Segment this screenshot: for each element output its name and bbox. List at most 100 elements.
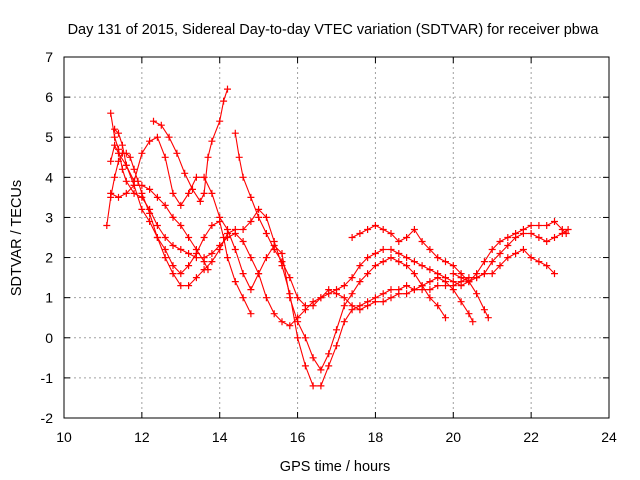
data-point [157, 121, 165, 129]
data-point [519, 246, 527, 253]
data-point [535, 222, 543, 229]
data-point [192, 274, 200, 282]
data-point [371, 222, 379, 229]
data-point [480, 306, 488, 314]
data-point [434, 274, 442, 282]
data-point [189, 185, 196, 193]
data-point [527, 254, 535, 262]
data-point [484, 314, 492, 322]
series-track-5 [107, 181, 212, 274]
data-point [527, 230, 535, 237]
data-point [512, 250, 520, 257]
series-track-7 [231, 129, 477, 326]
data-point [387, 294, 395, 302]
data-point [426, 246, 434, 253]
data-point [564, 226, 572, 233]
y-tick-label: 6 [45, 89, 53, 105]
data-point [379, 226, 387, 233]
data-point [434, 254, 442, 262]
data-point [200, 173, 208, 181]
data-point [325, 362, 333, 370]
x-axis-title: GPS time / hours [280, 459, 390, 475]
data-point [356, 230, 364, 237]
data-point [247, 218, 255, 225]
data-point [138, 205, 146, 213]
data-point [200, 234, 208, 241]
data-point [426, 278, 434, 286]
data-point [161, 234, 169, 241]
data-point [465, 310, 473, 318]
data-point [146, 137, 154, 145]
data-point [192, 246, 200, 253]
data-point [255, 205, 263, 213]
data-point [442, 278, 449, 286]
data-point [457, 298, 465, 306]
data-point [294, 318, 302, 326]
y-tick-label: 4 [45, 169, 53, 185]
data-point [208, 189, 216, 197]
data-point [177, 282, 185, 290]
data-point [496, 238, 504, 245]
data-point [348, 274, 356, 282]
x-tick-label: 10 [56, 429, 72, 445]
data-point [161, 153, 169, 161]
data-point [504, 242, 512, 249]
data-point [181, 169, 189, 177]
data-point [317, 294, 325, 302]
x-tick-label: 24 [601, 429, 617, 445]
data-point [138, 149, 146, 157]
data-point [239, 238, 247, 245]
data-point [551, 218, 558, 225]
data-point [122, 189, 130, 197]
data-point [403, 290, 411, 298]
data-point [161, 254, 169, 262]
data-point [403, 234, 411, 241]
y-tick-label: 0 [45, 330, 53, 346]
data-point [111, 125, 119, 133]
data-point [103, 222, 111, 229]
data-point [519, 230, 527, 237]
data-point [111, 141, 119, 149]
data-point [262, 230, 270, 237]
data-point [449, 262, 457, 270]
data-point [387, 286, 395, 294]
data-point [165, 133, 173, 141]
data-point [371, 298, 379, 306]
data-point [111, 173, 119, 181]
data-point [442, 314, 449, 322]
data-point [122, 161, 130, 169]
data-point [153, 193, 161, 201]
data-point [130, 165, 138, 173]
data-point [418, 262, 426, 270]
y-tick-label: -1 [41, 370, 54, 386]
x-tick-label: 12 [134, 429, 150, 445]
data-point [387, 254, 395, 262]
data-point [535, 258, 543, 266]
data-point [262, 294, 270, 302]
data-point [395, 250, 403, 257]
data-point [535, 234, 543, 241]
data-point [130, 181, 138, 189]
data-point [262, 254, 270, 262]
data-point [480, 270, 488, 278]
x-tick-label: 16 [290, 429, 306, 445]
data-point [286, 322, 294, 330]
data-point [364, 226, 372, 233]
y-tick-label: 2 [45, 250, 53, 266]
x-tick-label: 22 [523, 429, 539, 445]
series-layer [103, 85, 572, 390]
data-point [255, 270, 263, 278]
data-point [317, 382, 325, 390]
data-point [153, 133, 161, 141]
data-point [348, 290, 356, 298]
data-point [348, 234, 356, 241]
data-point [309, 382, 317, 390]
data-point [208, 137, 216, 145]
data-point [107, 189, 115, 197]
data-point [115, 157, 122, 165]
data-point [488, 270, 496, 278]
series-track-6 [150, 85, 231, 205]
data-point [364, 254, 372, 262]
